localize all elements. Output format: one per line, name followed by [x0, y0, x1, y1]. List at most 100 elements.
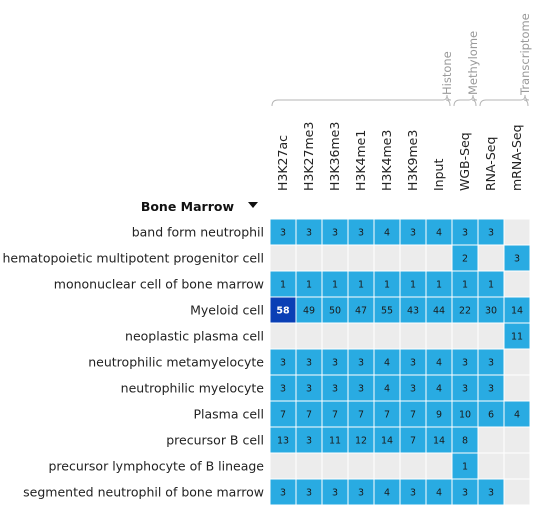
column-header-h3k27ac[interactable]: H3K27ac [275, 135, 290, 191]
matrix-cell[interactable]: 49 [296, 297, 322, 323]
row-label[interactable]: mononuclear cell of bone marrow [54, 277, 264, 292]
matrix-cell[interactable]: 3 [296, 375, 322, 401]
row-label[interactable]: precursor B cell [166, 433, 264, 448]
collapse-triangle-icon[interactable] [248, 202, 258, 208]
matrix-cell[interactable]: 7 [348, 401, 374, 427]
matrix-cell[interactable]: 3 [296, 349, 322, 375]
matrix-cell[interactable]: 10 [452, 401, 478, 427]
matrix-cell[interactable]: 7 [322, 401, 348, 427]
matrix-cell[interactable]: 1 [452, 271, 478, 297]
matrix-cell[interactable]: 3 [348, 479, 374, 505]
column-header-h3k4me1[interactable]: H3K4me1 [353, 130, 368, 191]
matrix-cell[interactable]: 43 [400, 297, 426, 323]
row-label[interactable]: band form neutrophil [132, 225, 264, 240]
matrix-cell[interactable]: 3 [452, 219, 478, 245]
row-label[interactable]: segmented neutrophil of bone marrow [23, 485, 264, 500]
matrix-cell[interactable]: 3 [296, 479, 322, 505]
matrix-cell[interactable]: 3 [296, 219, 322, 245]
matrix-cell[interactable]: 4 [426, 375, 452, 401]
matrix-cell[interactable]: 3 [322, 375, 348, 401]
matrix-cell[interactable]: 4 [374, 349, 400, 375]
matrix-cell[interactable]: 1 [322, 271, 348, 297]
matrix-cell[interactable]: 1 [374, 271, 400, 297]
matrix-cell[interactable]: 6 [478, 401, 504, 427]
matrix-cell[interactable]: 58 [270, 297, 296, 323]
matrix-cell[interactable]: 44 [426, 297, 452, 323]
matrix-cell[interactable]: 4 [426, 479, 452, 505]
matrix-cell[interactable]: 11 [322, 427, 348, 453]
matrix-cell[interactable]: 7 [296, 401, 322, 427]
column-header-h3k36me3[interactable]: H3K36me3 [327, 122, 342, 191]
matrix-cell[interactable]: 3 [400, 219, 426, 245]
matrix-cell[interactable]: 3 [400, 349, 426, 375]
matrix-cell[interactable]: 7 [374, 401, 400, 427]
matrix-cell[interactable]: 22 [452, 297, 478, 323]
matrix-cell[interactable]: 3 [400, 375, 426, 401]
matrix-cell[interactable]: 1 [478, 271, 504, 297]
row-label[interactable]: neutrophilic metamyelocyte [88, 355, 264, 370]
matrix-cell[interactable]: 30 [478, 297, 504, 323]
row-label[interactable]: Myeloid cell [190, 303, 264, 318]
column-header-h3k9me3[interactable]: H3K9me3 [405, 130, 420, 191]
row-label[interactable]: hematopoietic multipotent progenitor cel… [2, 251, 264, 266]
column-header-h3k4me3[interactable]: H3K4me3 [379, 130, 394, 191]
matrix-cell[interactable]: 3 [478, 349, 504, 375]
matrix-cell[interactable]: 3 [478, 479, 504, 505]
matrix-cell[interactable]: 4 [426, 349, 452, 375]
matrix-cell[interactable]: 3 [478, 219, 504, 245]
matrix-cell[interactable]: 3 [504, 245, 530, 271]
matrix-cell[interactable]: 3 [270, 219, 296, 245]
matrix-cell[interactable]: 8 [452, 427, 478, 453]
matrix-cell[interactable]: 3 [296, 427, 322, 453]
matrix-cell[interactable]: 4 [374, 479, 400, 505]
matrix-cell[interactable]: 3 [478, 375, 504, 401]
column-header-wgb-seq[interactable]: WGB-Seq [457, 132, 472, 191]
column-header-rna-seq[interactable]: RNA-Seq [483, 137, 498, 191]
matrix-cell[interactable]: 1 [270, 271, 296, 297]
row-label[interactable]: precursor lymphocyte of B lineage [49, 459, 265, 474]
matrix-cell[interactable]: 3 [322, 349, 348, 375]
matrix-cell[interactable]: 2 [452, 245, 478, 271]
matrix-cell[interactable]: 3 [322, 479, 348, 505]
row-label[interactable]: Plasma cell [193, 407, 264, 422]
matrix-cell[interactable]: 3 [452, 375, 478, 401]
matrix-cell[interactable]: 7 [400, 401, 426, 427]
matrix-cell[interactable]: 12 [348, 427, 374, 453]
matrix-cell[interactable]: 55 [374, 297, 400, 323]
matrix-cell[interactable]: 7 [270, 401, 296, 427]
column-header-h3k27me3[interactable]: H3K27me3 [301, 122, 316, 191]
matrix-cell[interactable]: 3 [400, 479, 426, 505]
row-label[interactable]: neutrophilic myelocyte [121, 381, 265, 396]
row-label[interactable]: neoplastic plasma cell [125, 329, 264, 344]
matrix-cell[interactable]: 3 [348, 375, 374, 401]
matrix-cell[interactable]: 14 [504, 297, 530, 323]
matrix-cell[interactable]: 4 [504, 401, 530, 427]
matrix-cell[interactable]: 3 [270, 349, 296, 375]
matrix-cell[interactable]: 1 [296, 271, 322, 297]
matrix-cell[interactable]: 3 [452, 349, 478, 375]
matrix-cell[interactable]: 1 [452, 453, 478, 479]
matrix-cell[interactable]: 1 [426, 271, 452, 297]
matrix-cell[interactable]: 3 [270, 479, 296, 505]
matrix-cell[interactable]: 47 [348, 297, 374, 323]
matrix-cell[interactable]: 14 [374, 427, 400, 453]
matrix-cell[interactable]: 7 [400, 427, 426, 453]
matrix-cell[interactable]: 3 [452, 479, 478, 505]
matrix-cell[interactable]: 11 [504, 323, 530, 349]
matrix-cell[interactable]: 3 [270, 375, 296, 401]
matrix-cell[interactable]: 4 [374, 219, 400, 245]
matrix-cell[interactable]: 3 [348, 349, 374, 375]
matrix-cell[interactable]: 4 [426, 219, 452, 245]
matrix-cell[interactable]: 1 [348, 271, 374, 297]
matrix-cell[interactable]: 4 [374, 375, 400, 401]
group-header[interactable]: Bone Marrow [141, 199, 258, 214]
column-header-mrna-seq[interactable]: mRNA-Seq [509, 124, 524, 191]
matrix-cell[interactable]: 13 [270, 427, 296, 453]
matrix-cell[interactable]: 1 [400, 271, 426, 297]
matrix-cell[interactable]: 50 [322, 297, 348, 323]
matrix-cell[interactable]: 9 [426, 401, 452, 427]
matrix-cell[interactable]: 3 [322, 219, 348, 245]
column-header-input[interactable]: Input [431, 159, 446, 191]
matrix-cell[interactable]: 3 [348, 219, 374, 245]
matrix-cell[interactable]: 14 [426, 427, 452, 453]
